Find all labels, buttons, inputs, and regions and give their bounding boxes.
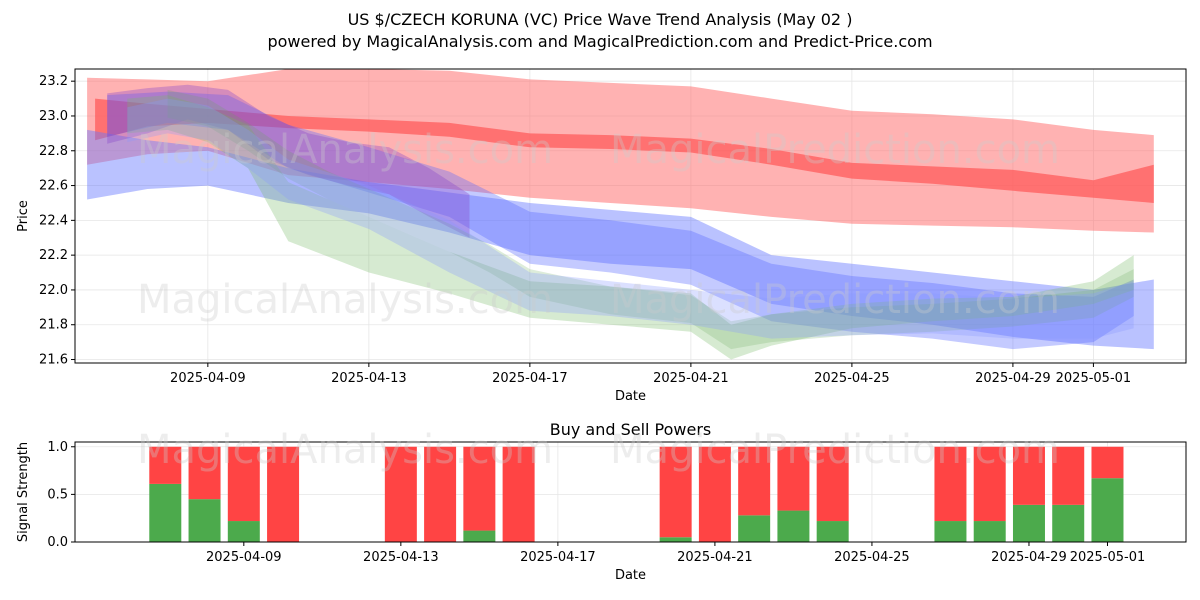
watermark: MagicalAnalysis.com <box>137 427 553 473</box>
sell-bar <box>227 446 260 522</box>
buy-bar <box>227 521 260 542</box>
buy-bar <box>738 515 771 542</box>
x-axis-label: Date <box>615 389 646 404</box>
x-tick-label: 2025-04-09 <box>206 550 282 565</box>
y-axis-label: Signal Strength <box>16 442 31 542</box>
power-panel: 0.0 0.5 1.0 2025-04-09 2025-04-13 2025-04-17 2… <box>16 420 1187 583</box>
y-tick-label: 0.5 <box>47 487 68 502</box>
sell-bar <box>424 446 457 542</box>
watermark: MagicalAnalysis.com <box>137 277 553 323</box>
buy-bar <box>149 483 182 542</box>
x-tick-label: 2025-04-25 <box>834 550 910 565</box>
sell-bar <box>267 446 300 542</box>
watermark: MagicalAnalysis.com <box>137 127 553 173</box>
buy-bar <box>659 537 692 542</box>
y-tick-label: 22.8 <box>39 144 68 159</box>
buy-bar <box>188 499 221 542</box>
x-axis-label: Date <box>615 568 646 583</box>
price-band-red-wide <box>87 69 1154 233</box>
sell-bar <box>973 446 1006 522</box>
watermark: MagicalPrediction.com <box>610 427 1060 473</box>
sell-bar <box>1012 446 1045 505</box>
price-band-blue-mid <box>107 91 1134 350</box>
sell-bar <box>698 446 731 542</box>
buy-bar <box>1091 478 1124 542</box>
chart-title: US $/CZECH KORUNA (VC) Price Wave Trend … <box>348 10 853 29</box>
y-tick-label: 0.0 <box>47 535 68 550</box>
price-band-green-b <box>167 89 1134 350</box>
x-tick-label: 2025-04-13 <box>331 371 407 386</box>
y-tick-label: 22.6 <box>39 179 68 194</box>
y-tick-label: 1.0 <box>47 440 68 455</box>
price-band-red-narrow <box>95 98 1154 203</box>
panel-title: Buy and Sell Powers <box>550 420 712 439</box>
x-tick-label: 2025-04-25 <box>814 371 890 386</box>
x-tick-label: 2025-04-21 <box>653 371 729 386</box>
buy-bar <box>463 530 496 542</box>
y-tick-label: 22.4 <box>39 213 68 228</box>
sell-bar <box>1052 446 1085 505</box>
price-band-blue-long <box>87 129 1154 350</box>
chart-subtitle: powered by MagicalAnalysis.com and Magic… <box>267 32 932 51</box>
y-tick-label: 23.2 <box>39 74 68 89</box>
price-band-blue-light <box>127 98 1134 339</box>
x-tick-label: 2025-04-29 <box>975 371 1051 386</box>
sell-bar <box>463 446 496 531</box>
watermark: MagicalPrediction.com <box>610 277 1060 323</box>
axes-frame <box>74 68 1187 364</box>
sell-bar <box>738 446 771 516</box>
buy-bar <box>1052 504 1085 542</box>
sell-bar <box>1091 446 1124 479</box>
y-tick-label: 21.8 <box>39 318 68 333</box>
y-tick-label: 21.6 <box>39 353 68 368</box>
x-tick-label: 2025-04-21 <box>677 550 753 565</box>
sell-bar <box>777 446 810 511</box>
price-panel: 21.6 21.8 22.0 22.2 22.4 22.6 22.8 23.0 23.2 2025… <box>16 68 1187 404</box>
y-axis-label: Price <box>16 200 31 232</box>
sell-bar <box>934 446 967 522</box>
price-band-green-a <box>127 95 1134 360</box>
buy-bar <box>1012 504 1045 542</box>
buy-bar <box>934 521 967 542</box>
plot-area <box>87 69 1154 360</box>
buy-bar <box>973 521 1006 542</box>
sell-bar <box>502 446 535 542</box>
watermark: MagicalPrediction.com <box>610 127 1060 173</box>
x-tick-label: 2025-05-01 <box>1070 550 1146 565</box>
sell-bar <box>188 446 221 500</box>
y-tick-label: 22.0 <box>39 283 68 298</box>
axes-frame <box>74 441 1187 543</box>
x-tick-label: 2025-04-09 <box>170 371 246 386</box>
buy-bar <box>777 510 810 542</box>
x-tick-label: 2025-04-17 <box>520 550 596 565</box>
sell-bar <box>659 446 692 538</box>
x-tick-label: 2025-04-13 <box>363 550 439 565</box>
price-band-purple <box>107 84 470 238</box>
sell-bar <box>816 446 849 522</box>
plot-area <box>149 446 1124 542</box>
y-tick-label: 23.0 <box>39 109 68 124</box>
x-tick-label: 2025-05-01 <box>1056 371 1132 386</box>
sell-bar <box>384 446 417 542</box>
x-tick-label: 2025-04-29 <box>991 550 1067 565</box>
buy-bar <box>816 521 849 542</box>
sell-bar <box>149 446 182 484</box>
x-tick-label: 2025-04-17 <box>492 371 568 386</box>
y-tick-label: 22.2 <box>39 248 68 263</box>
